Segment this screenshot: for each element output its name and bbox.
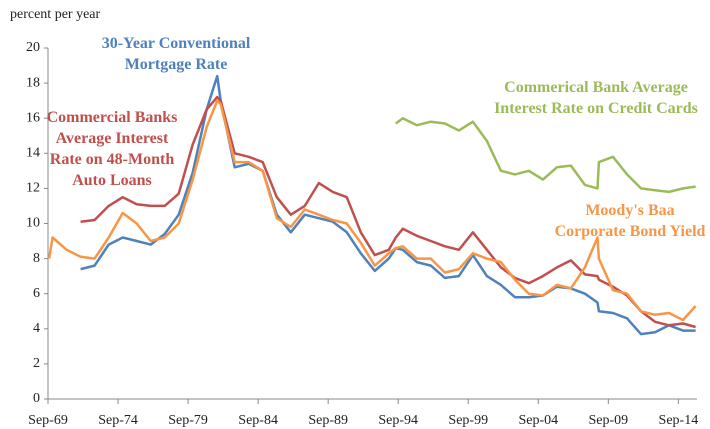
y-tick-label: 16 [26, 110, 40, 125]
annotation-line: Moody's Baa [585, 202, 674, 219]
x-tick-label: Sep-09 [588, 413, 628, 428]
series-line [47, 99, 697, 322]
y-tick-label: 20 [26, 40, 40, 55]
x-tick-label: Sep-84 [238, 413, 278, 428]
y-tick-label: 14 [26, 146, 40, 161]
x-tick-label: Sep-94 [378, 413, 418, 428]
annotation: Commerical Bank Average Interest Rate on … [494, 79, 698, 117]
y-tick-label: 4 [33, 321, 40, 336]
y-tick-label: 6 [33, 286, 40, 301]
y-tick-label: 18 [26, 75, 40, 90]
x-tick-label: Sep-04 [518, 413, 558, 428]
annotation-line: Interest Rate on Credit Cards [494, 100, 698, 117]
annotation: 30-Year Conventional Mortgage Rate [102, 35, 251, 73]
series-line [395, 116, 696, 194]
y-tick-label: 10 [26, 216, 40, 231]
annotation-line: 30-Year Conventional [102, 35, 251, 52]
annotation-line: Mortgage Rate [125, 56, 228, 73]
x-tick-label: Sep-69 [28, 413, 68, 428]
x-tick-label: Sep-79 [168, 413, 208, 428]
y-tick-label: 0 [33, 391, 40, 406]
annotation-line: Commercial Banks [47, 109, 178, 126]
annotation-line: Corporate Bond Yield [555, 223, 706, 240]
x-tick-label: Sep-99 [448, 413, 488, 428]
y-tick-label: 12 [26, 181, 40, 196]
annotation: Commercial Banks Average Interest Rate on … [47, 109, 178, 189]
y-tick-label: 8 [33, 251, 40, 266]
x-tick-label: Sep-74 [98, 413, 138, 428]
annotation: Moody's Baa Corporate Bond Yield [555, 202, 706, 240]
annotation-line: Average Interest [56, 130, 169, 147]
y-tick-label: 2 [33, 356, 40, 371]
annotation-line: Commerical Bank Average [504, 79, 688, 96]
annotation-line: Rate on 48-Month [50, 151, 175, 168]
x-tick-label: Sep-14 [659, 413, 699, 428]
y-axis-label: percent per year [10, 7, 100, 22]
series-line [80, 95, 696, 329]
series-line [80, 74, 696, 336]
annotation-line: Auto Loans [72, 172, 152, 189]
x-tick-label: Sep-89 [308, 413, 348, 428]
